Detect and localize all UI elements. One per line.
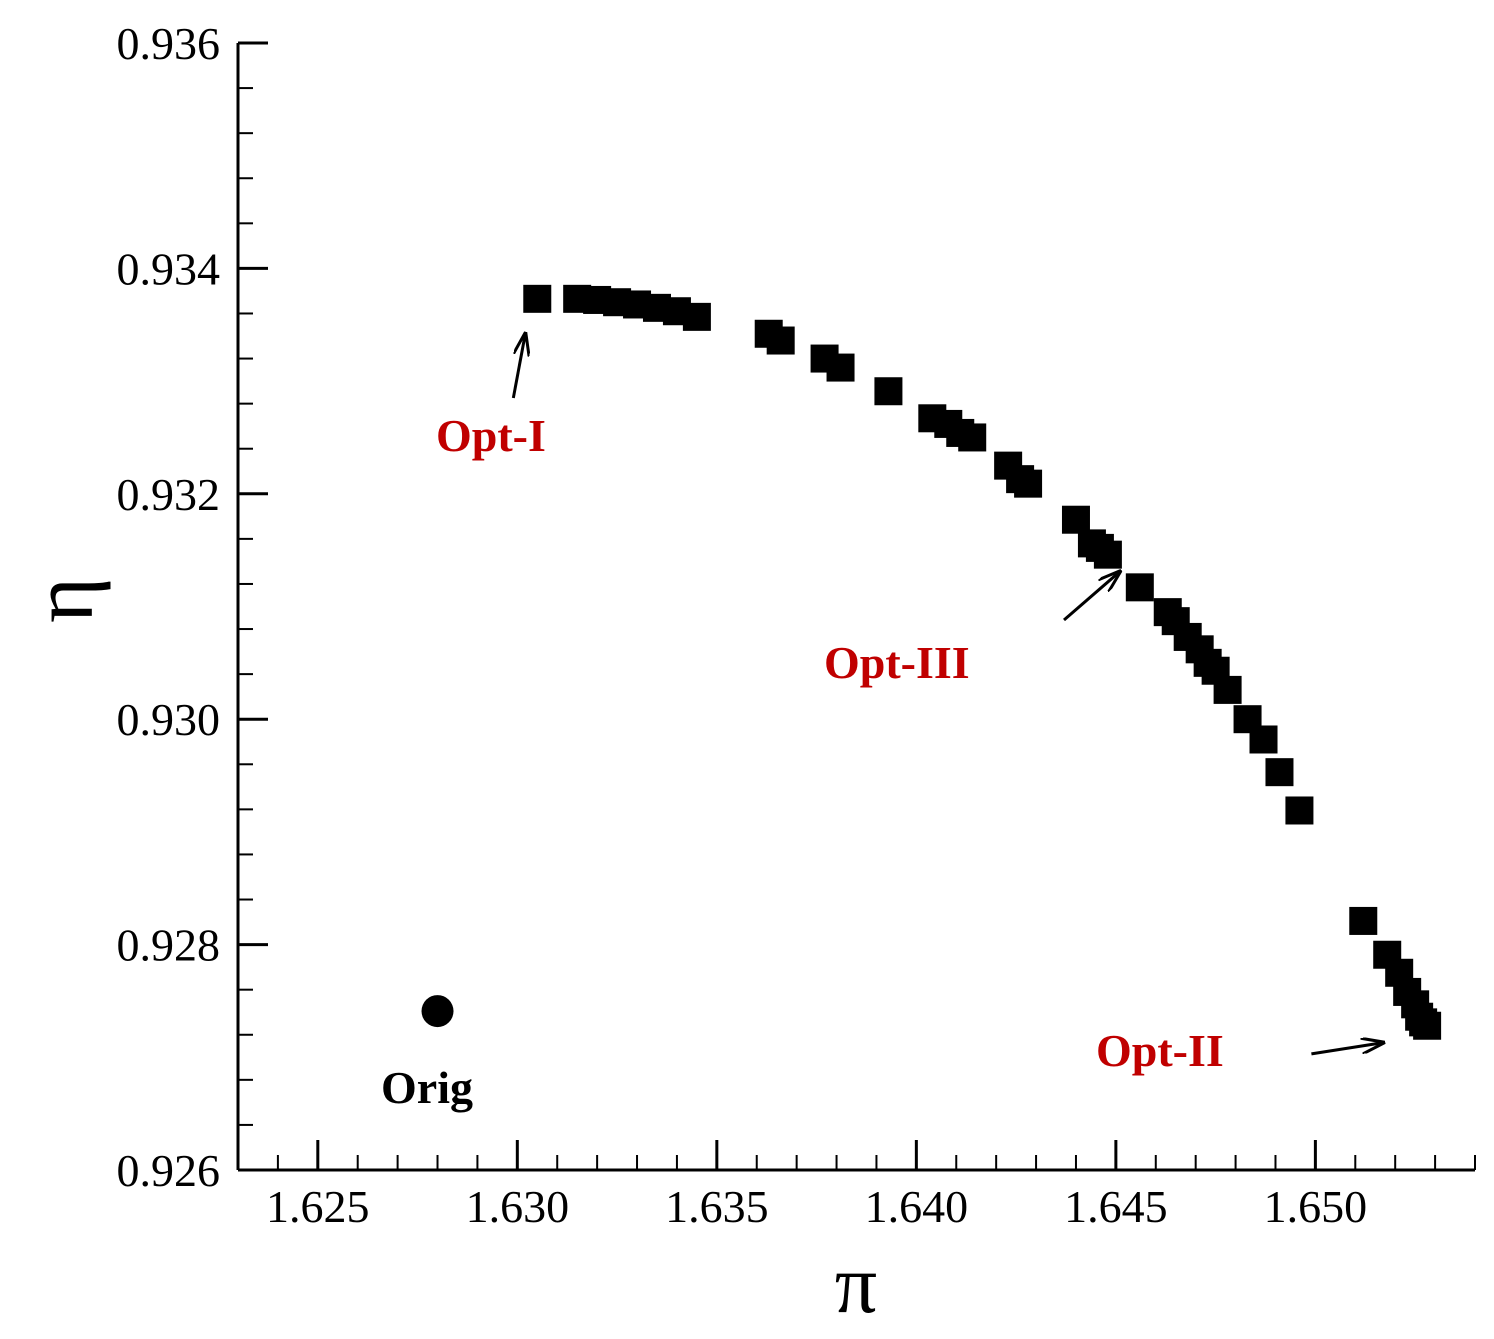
x-tick-labels: 1.625 1.630 1.635 1.640 1.645 1.650 — [266, 1181, 1367, 1232]
orig-label: Orig — [381, 1062, 473, 1113]
opt-ii-label: Opt-II — [1096, 1025, 1224, 1076]
data-point — [1349, 906, 1378, 935]
data-point — [1249, 725, 1278, 754]
annotations: Opt-I Opt-III Opt-II Orig — [381, 334, 1383, 1113]
y-axis-title: η — [15, 577, 112, 623]
x-tick-label: 1.635 — [665, 1181, 769, 1232]
y-tick-label: 0.932 — [117, 469, 221, 520]
data-point — [1265, 758, 1294, 787]
plot-axes — [236, 43, 1475, 1172]
y-tick-labels: 0.926 0.928 0.930 0.932 0.934 0.936 — [117, 18, 221, 1196]
data-point — [1093, 540, 1122, 569]
x-tick-label: 1.645 — [1064, 1181, 1168, 1232]
opt-iii-label: Opt-III — [824, 637, 970, 688]
x-tick-label: 1.640 — [865, 1181, 969, 1232]
x-tick-label: 1.650 — [1264, 1181, 1368, 1232]
y-tick-label: 0.936 — [117, 18, 221, 69]
data-point — [874, 377, 903, 406]
data-point — [1014, 469, 1043, 498]
data-point — [1413, 1011, 1442, 1040]
y-tick-label: 0.928 — [117, 920, 221, 971]
data-point — [1213, 675, 1242, 704]
opt-i-label: Opt-I — [436, 410, 546, 461]
opt-iii-arrow — [1063, 572, 1120, 622]
data-point — [1285, 796, 1314, 825]
data-point — [1125, 573, 1154, 602]
data-point — [523, 284, 552, 313]
y-tick-label: 0.926 — [117, 1145, 221, 1196]
data-point — [766, 326, 795, 355]
orig-point — [421, 995, 454, 1028]
data-point — [958, 423, 987, 452]
x-tick-label: 1.630 — [466, 1181, 570, 1232]
axis-ticks — [237, 41, 1476, 1172]
y-tick-label: 0.930 — [117, 694, 221, 745]
opt-ii-arrow — [1311, 1043, 1383, 1056]
data-points — [421, 284, 1442, 1040]
y-tick-label: 0.934 — [117, 243, 221, 294]
data-point — [1061, 505, 1090, 534]
opt-i-arrow — [511, 334, 525, 399]
x-axis-title: π — [835, 1238, 877, 1331]
x-tick-label: 1.625 — [266, 1181, 370, 1232]
data-point — [682, 302, 711, 331]
data-point — [826, 353, 855, 382]
